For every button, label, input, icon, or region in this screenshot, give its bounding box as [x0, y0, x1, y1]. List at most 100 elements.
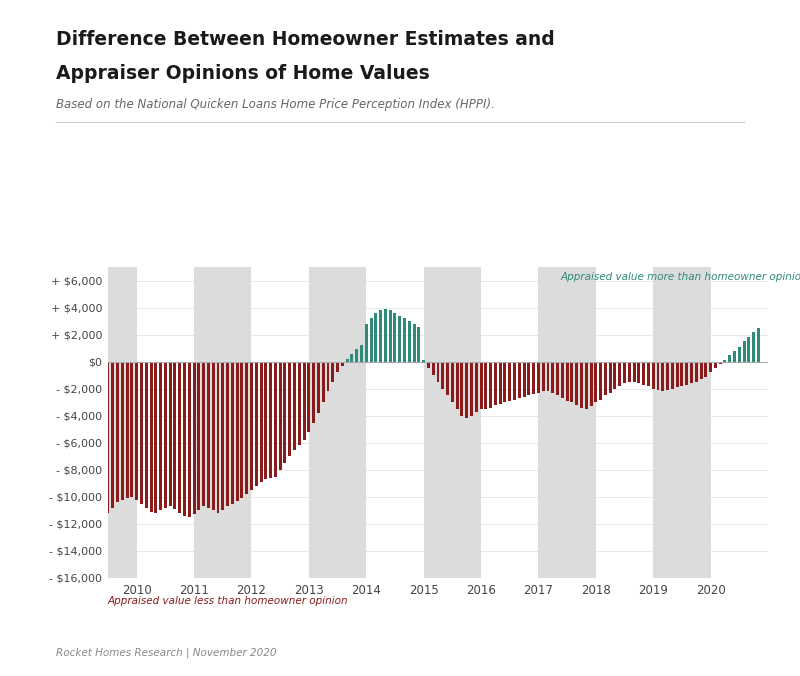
Bar [312, 362, 315, 422]
Bar [394, 313, 397, 362]
Bar [628, 362, 630, 382]
Bar [424, 267, 481, 578]
Bar [654, 267, 710, 578]
Bar [503, 362, 506, 402]
Bar [178, 362, 182, 513]
Bar [662, 362, 664, 391]
Bar [522, 362, 526, 397]
Bar [111, 362, 114, 508]
Bar [609, 362, 612, 393]
Bar [370, 318, 373, 362]
Text: Based on the National Quicken Loans Home Price Perception Index (HPPI).: Based on the National Quicken Loans Home… [56, 98, 495, 111]
Bar [374, 313, 378, 362]
Bar [135, 362, 138, 500]
Bar [686, 362, 688, 385]
Bar [341, 362, 344, 366]
Bar [288, 362, 291, 456]
Bar [106, 362, 110, 513]
Bar [723, 360, 726, 362]
Text: Appraiser Opinions of Home Values: Appraiser Opinions of Home Values [56, 64, 430, 83]
Bar [556, 362, 559, 395]
Bar [474, 362, 478, 412]
Text: Appraised value more than homeowner opinion: Appraised value more than homeowner opin… [560, 272, 800, 282]
Bar [212, 362, 214, 510]
Bar [384, 309, 387, 362]
Bar [551, 362, 554, 393]
Bar [546, 362, 550, 391]
Bar [757, 328, 760, 362]
Bar [346, 359, 349, 362]
Bar [513, 362, 516, 400]
Bar [283, 362, 286, 463]
Bar [154, 362, 158, 513]
Bar [102, 362, 105, 518]
Bar [690, 362, 693, 383]
Bar [130, 362, 134, 497]
Bar [97, 362, 100, 523]
Bar [217, 362, 219, 513]
Bar [259, 362, 262, 482]
Bar [570, 362, 574, 402]
Bar [594, 362, 598, 402]
Bar [307, 362, 310, 432]
Bar [580, 362, 583, 408]
Bar [331, 362, 334, 382]
Bar [309, 267, 366, 578]
Bar [714, 362, 717, 368]
Bar [145, 362, 148, 508]
Bar [126, 362, 129, 498]
Bar [355, 349, 358, 362]
Text: Appraised value less than homeowner opinion: Appraised value less than homeowner opin… [108, 596, 349, 606]
Bar [241, 362, 243, 498]
Bar [461, 362, 463, 416]
Bar [532, 362, 535, 394]
Bar [408, 321, 410, 362]
Bar [752, 332, 755, 362]
Bar [164, 362, 167, 508]
Bar [379, 310, 382, 362]
Bar [657, 362, 659, 390]
Bar [169, 362, 172, 506]
Bar [561, 362, 564, 398]
Bar [108, 267, 137, 578]
Bar [446, 362, 449, 395]
Bar [274, 362, 277, 477]
Bar [207, 362, 210, 508]
Bar [451, 362, 454, 402]
Bar [254, 362, 258, 486]
Bar [604, 362, 607, 395]
Bar [709, 362, 712, 372]
Bar [422, 360, 425, 362]
Bar [413, 324, 415, 362]
Bar [403, 318, 406, 362]
Bar [442, 362, 444, 389]
Bar [527, 362, 530, 395]
Bar [302, 362, 306, 440]
Bar [293, 362, 296, 450]
Bar [590, 362, 593, 406]
Bar [264, 362, 267, 479]
Bar [92, 362, 95, 525]
Text: Rocket Homes Research | November 2020: Rocket Homes Research | November 2020 [56, 648, 277, 658]
Bar [599, 362, 602, 400]
Bar [269, 362, 272, 478]
Bar [489, 362, 492, 408]
Bar [336, 362, 339, 372]
Bar [174, 362, 177, 509]
Bar [236, 362, 238, 501]
Bar [82, 362, 86, 521]
Bar [518, 362, 521, 398]
Bar [222, 362, 224, 510]
Bar [742, 341, 746, 362]
Bar [432, 362, 434, 375]
Bar [322, 362, 325, 402]
Bar [298, 362, 301, 445]
Bar [418, 327, 420, 362]
Bar [78, 362, 81, 517]
Bar [360, 345, 363, 362]
Bar [193, 362, 195, 514]
Bar [618, 362, 622, 386]
Bar [704, 362, 707, 377]
Bar [150, 362, 153, 512]
Bar [479, 362, 482, 409]
